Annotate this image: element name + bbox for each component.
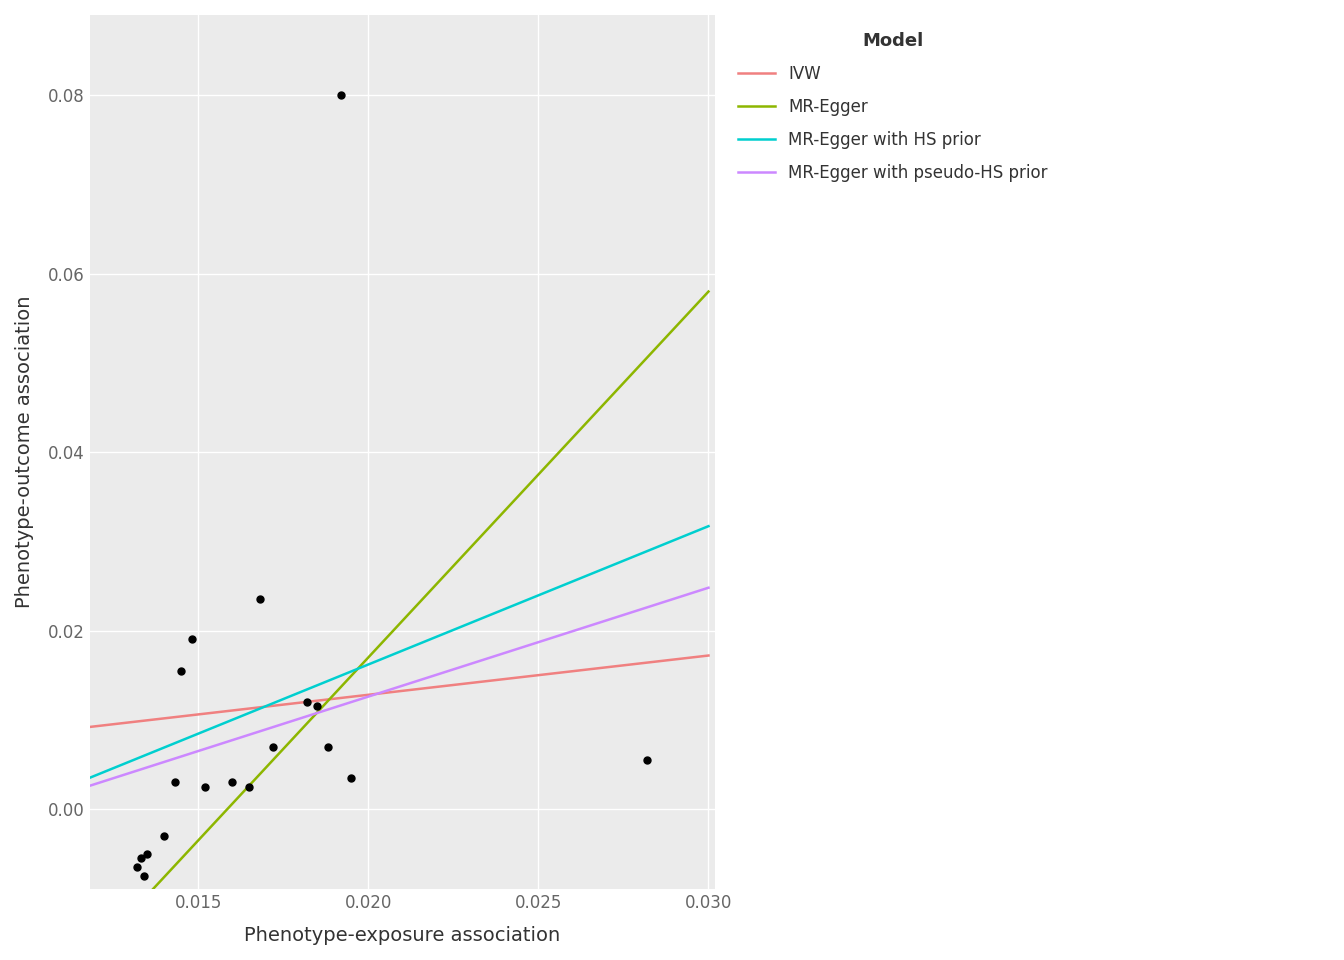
Point [171,663,192,679]
Point [153,828,175,844]
Point [130,851,152,866]
Point [249,591,270,607]
Point [317,739,339,755]
Point [262,739,284,755]
Point [340,770,362,785]
Y-axis label: Phenotype-outcome association: Phenotype-outcome association [15,296,34,609]
Point [181,632,203,647]
Point [133,868,155,883]
Point [195,779,216,794]
Point [164,775,185,790]
Point [637,753,659,768]
Legend: IVW, MR-Egger, MR-Egger with HS prior, MR-Egger with pseudo-HS prior: IVW, MR-Egger, MR-Egger with HS prior, M… [730,23,1056,190]
X-axis label: Phenotype-exposure association: Phenotype-exposure association [245,926,560,945]
Point [331,87,352,103]
Point [126,859,148,875]
Point [306,699,328,714]
Point [222,775,243,790]
Point [297,694,319,709]
Point [239,779,261,794]
Point [137,846,159,861]
